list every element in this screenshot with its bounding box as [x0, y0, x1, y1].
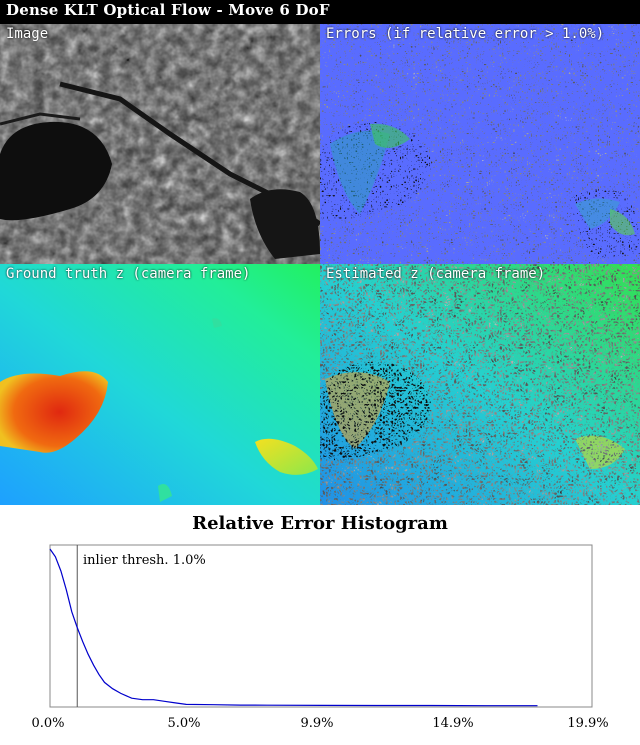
estimated-depth-map: [320, 264, 640, 505]
estimated-panel: Estimated z (camera frame): [320, 264, 640, 505]
ground-truth-panel: Ground truth z (camera frame): [0, 264, 320, 505]
image-panel: Image: [0, 24, 320, 264]
errors-panel-label: Errors (if relative error > 1.0%): [326, 26, 605, 42]
plot-frame: [49, 544, 593, 708]
x-tick-label: 14.9%: [432, 716, 474, 731]
errors-panel: Errors (if relative error > 1.0%): [320, 24, 640, 264]
estimated-panel-label: Estimated z (camera frame): [326, 266, 546, 282]
ground-truth-panel-label: Ground truth z (camera frame): [6, 266, 251, 282]
x-tick-label: 0.0%: [31, 716, 65, 731]
histogram-series-line: [49, 548, 538, 707]
ground-truth-depth-map: [0, 264, 320, 505]
x-tick-label: 5.0%: [167, 716, 201, 731]
x-tick-label: 9.9%: [300, 716, 334, 731]
threshold-label: inlier thresh. 1.0%: [83, 553, 206, 568]
errors-texture: [320, 24, 640, 264]
histogram-chart: [49, 544, 593, 708]
figure-title: Dense KLT Optical Flow - Move 6 DoF: [6, 1, 330, 19]
x-tick-label: 19.9%: [567, 716, 609, 731]
histogram-title: Relative Error Histogram: [192, 513, 448, 534]
image-texture: [0, 24, 320, 264]
title-bar: Dense KLT Optical Flow - Move 6 DoF: [0, 0, 640, 24]
image-panel-label: Image: [6, 26, 49, 42]
histogram-section: Relative Error Histogram inlier thresh. …: [0, 505, 640, 745]
